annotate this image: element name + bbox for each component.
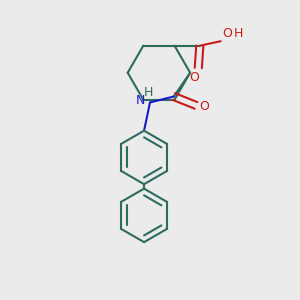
Text: O: O [189,71,199,84]
Text: O: O [222,27,232,40]
Text: H: H [234,27,243,40]
Text: O: O [199,100,209,113]
Text: H: H [144,85,153,98]
Text: N: N [136,94,146,107]
